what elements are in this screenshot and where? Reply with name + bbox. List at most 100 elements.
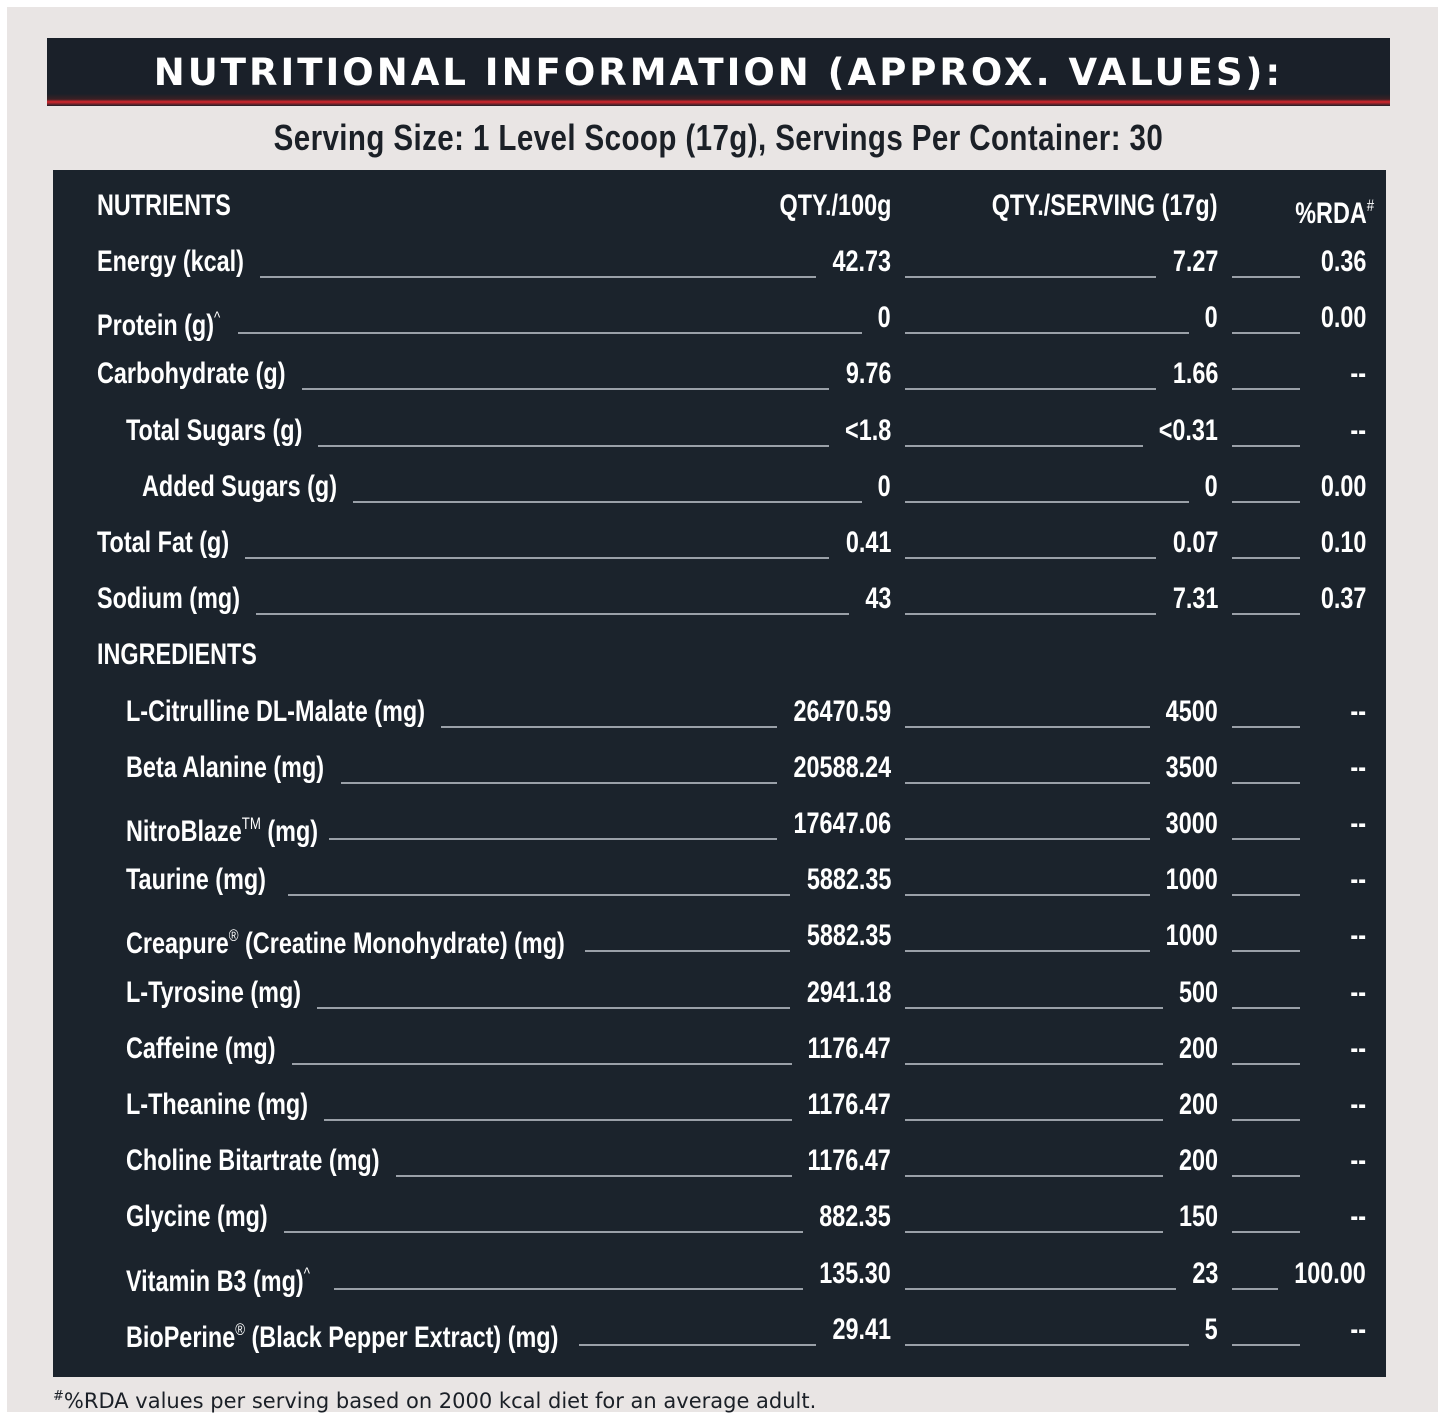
serving-size-text: Serving Size: 1 Level Scoop (17g), Servi… bbox=[273, 117, 1164, 158]
qty-per-100g: 0.41 bbox=[845, 526, 891, 559]
rda-percent: -- bbox=[1350, 1088, 1366, 1121]
table-row: Energy (kcal) 42.73 7.27 0.36 bbox=[53, 234, 1386, 290]
trademark-marker: ® bbox=[235, 1319, 246, 1339]
table-row: Total Fat (g) 0.41 0.07 0.10 bbox=[53, 515, 1386, 571]
table-row: Glycine (mg) 882.35 150 -- bbox=[53, 1189, 1386, 1245]
leader-line bbox=[905, 500, 1189, 503]
nutrient-label: Protein (g)^ bbox=[97, 308, 221, 343]
leader-line bbox=[905, 1287, 1176, 1290]
qty-per-100g: 0 bbox=[877, 301, 891, 335]
leader-line bbox=[1232, 1343, 1300, 1346]
rda-percent: -- bbox=[1350, 357, 1366, 391]
footnote-text: %RDA values per serving based on 2000 kc… bbox=[63, 1389, 817, 1413]
trademark-marker: ® bbox=[228, 926, 239, 946]
table-row: BioPerine® (Black Pepper Extract) (mg) 29… bbox=[53, 1302, 1386, 1358]
leader-line bbox=[1232, 781, 1300, 784]
leader-line bbox=[1232, 388, 1300, 391]
qty-per-serving: 200 bbox=[1178, 1031, 1218, 1065]
footnote-marker: ^ bbox=[214, 308, 221, 328]
leader-line bbox=[905, 1062, 1163, 1065]
leader-line bbox=[905, 1231, 1163, 1234]
rda-percent: -- bbox=[1350, 694, 1366, 728]
rda-percent: 100.00 bbox=[1294, 1256, 1366, 1290]
rda-percent: -- bbox=[1350, 863, 1366, 897]
leader-line bbox=[353, 500, 862, 503]
ingredient-label: Beta Alanine (mg) bbox=[126, 750, 325, 784]
leader-line bbox=[245, 557, 830, 559]
trademark-marker: ^ bbox=[303, 1263, 310, 1283]
leader-line bbox=[905, 276, 1157, 278]
rda-percent: -- bbox=[1350, 1031, 1366, 1065]
qty-per-100g: <1.8 bbox=[844, 413, 891, 447]
leader-line bbox=[1232, 894, 1300, 897]
leader-line bbox=[1232, 1006, 1300, 1009]
header-qty-100g: QTY./100g bbox=[779, 189, 891, 222]
rda-percent: -- bbox=[1350, 975, 1366, 1009]
leader-line bbox=[905, 838, 1150, 840]
qty-per-serving: 7.31 bbox=[1172, 582, 1218, 616]
qty-per-100g: 20588.24 bbox=[793, 750, 891, 784]
trademark-marker: TM bbox=[241, 814, 261, 833]
qty-per-100g: 43 bbox=[864, 582, 891, 616]
leader-line bbox=[1232, 1287, 1279, 1290]
footnote: #%RDA values per serving based on 2000 k… bbox=[53, 1380, 816, 1414]
rda-percent: 0.36 bbox=[1320, 245, 1366, 278]
page-title: NUTRITIONAL INFORMATION (APPROX. VALUES)… bbox=[153, 50, 1284, 94]
qty-per-100g: 135.30 bbox=[819, 1256, 891, 1290]
qty-per-serving: 3000 bbox=[1165, 807, 1218, 840]
leader-line bbox=[905, 1175, 1163, 1178]
ingredient-label: Vitamin B3 (mg)^ bbox=[126, 1263, 310, 1298]
rda-percent: -- bbox=[1350, 413, 1366, 447]
table-row: Choline Bitartrate (mg) 1176.47 200 -- bbox=[53, 1133, 1386, 1189]
qty-per-100g: 1176.47 bbox=[807, 1088, 891, 1121]
ingredient-label: L-Tyrosine (mg) bbox=[126, 975, 302, 1009]
leader-line bbox=[905, 950, 1150, 953]
rda-percent: 0.10 bbox=[1320, 526, 1366, 559]
qty-per-serving: 1.66 bbox=[1172, 357, 1218, 391]
leader-line bbox=[259, 276, 817, 278]
table-row: Added Sugars (g) 0 0 0.00 bbox=[53, 459, 1386, 515]
leader-line bbox=[1232, 444, 1300, 447]
table-row: Beta Alanine (mg) 20588.24 3500 -- bbox=[53, 740, 1386, 796]
header-qty-serving: QTY./SERVING (17g) bbox=[992, 189, 1218, 222]
ingredients-heading-row: INGREDIENTS bbox=[53, 627, 1386, 683]
rda-percent: -- bbox=[1350, 1312, 1366, 1346]
table-row: NitroBlazeTM (mg) 17647.06 3000 -- bbox=[53, 796, 1386, 852]
qty-per-serving: 500 bbox=[1178, 975, 1218, 1009]
footnote-mark: # bbox=[53, 1389, 64, 1404]
header-nutrients: NUTRIENTS bbox=[97, 189, 231, 222]
qty-per-serving: 0 bbox=[1204, 469, 1218, 503]
ingredient-label: Glycine (mg) bbox=[126, 1200, 268, 1234]
table-row: Carbohydrate (g) 9.76 1.66 -- bbox=[53, 346, 1386, 402]
qty-per-100g: 17647.06 bbox=[793, 807, 891, 840]
leader-line bbox=[1232, 332, 1300, 335]
ingredient-label: Creapure® (Creatine Monohydrate) (mg) bbox=[126, 926, 565, 961]
ingredient-label: Caffeine (mg) bbox=[126, 1031, 276, 1065]
nutrition-table: NUTRIENTS QTY./100g QTY./SERVING (17g) %… bbox=[53, 170, 1386, 1377]
rda-percent: -- bbox=[1350, 1144, 1366, 1178]
rda-percent: -- bbox=[1350, 919, 1366, 953]
qty-per-serving: 0.07 bbox=[1172, 526, 1218, 559]
leader-line bbox=[440, 725, 778, 728]
leader-line bbox=[1232, 557, 1300, 559]
leader-line bbox=[1232, 838, 1300, 840]
qty-per-100g: 29.41 bbox=[832, 1312, 891, 1346]
table-row: Sodium (mg) 43 7.31 0.37 bbox=[53, 571, 1386, 627]
ingredient-label: Choline Bitartrate (mg) bbox=[126, 1144, 380, 1178]
leader-line bbox=[1232, 1119, 1300, 1121]
qty-per-serving: 1000 bbox=[1165, 863, 1218, 897]
leader-line bbox=[1232, 613, 1300, 616]
nutrient-label: Sodium (mg) bbox=[97, 582, 240, 616]
qty-per-serving: 150 bbox=[1178, 1200, 1218, 1234]
leader-line bbox=[905, 725, 1150, 728]
leader-line bbox=[905, 444, 1143, 447]
leader-line bbox=[905, 1006, 1163, 1009]
qty-per-serving: 200 bbox=[1178, 1144, 1218, 1178]
title-banner: NUTRITIONAL INFORMATION (APPROX. VALUES)… bbox=[47, 38, 1390, 106]
table-row: Caffeine (mg) 1176.47 200 -- bbox=[53, 1021, 1386, 1077]
rda-footnote-mark: # bbox=[1366, 196, 1374, 215]
qty-per-100g: 1176.47 bbox=[807, 1144, 891, 1178]
nutrient-label: Carbohydrate (g) bbox=[97, 357, 286, 391]
leader-line bbox=[1232, 725, 1300, 728]
leader-line bbox=[905, 781, 1150, 784]
